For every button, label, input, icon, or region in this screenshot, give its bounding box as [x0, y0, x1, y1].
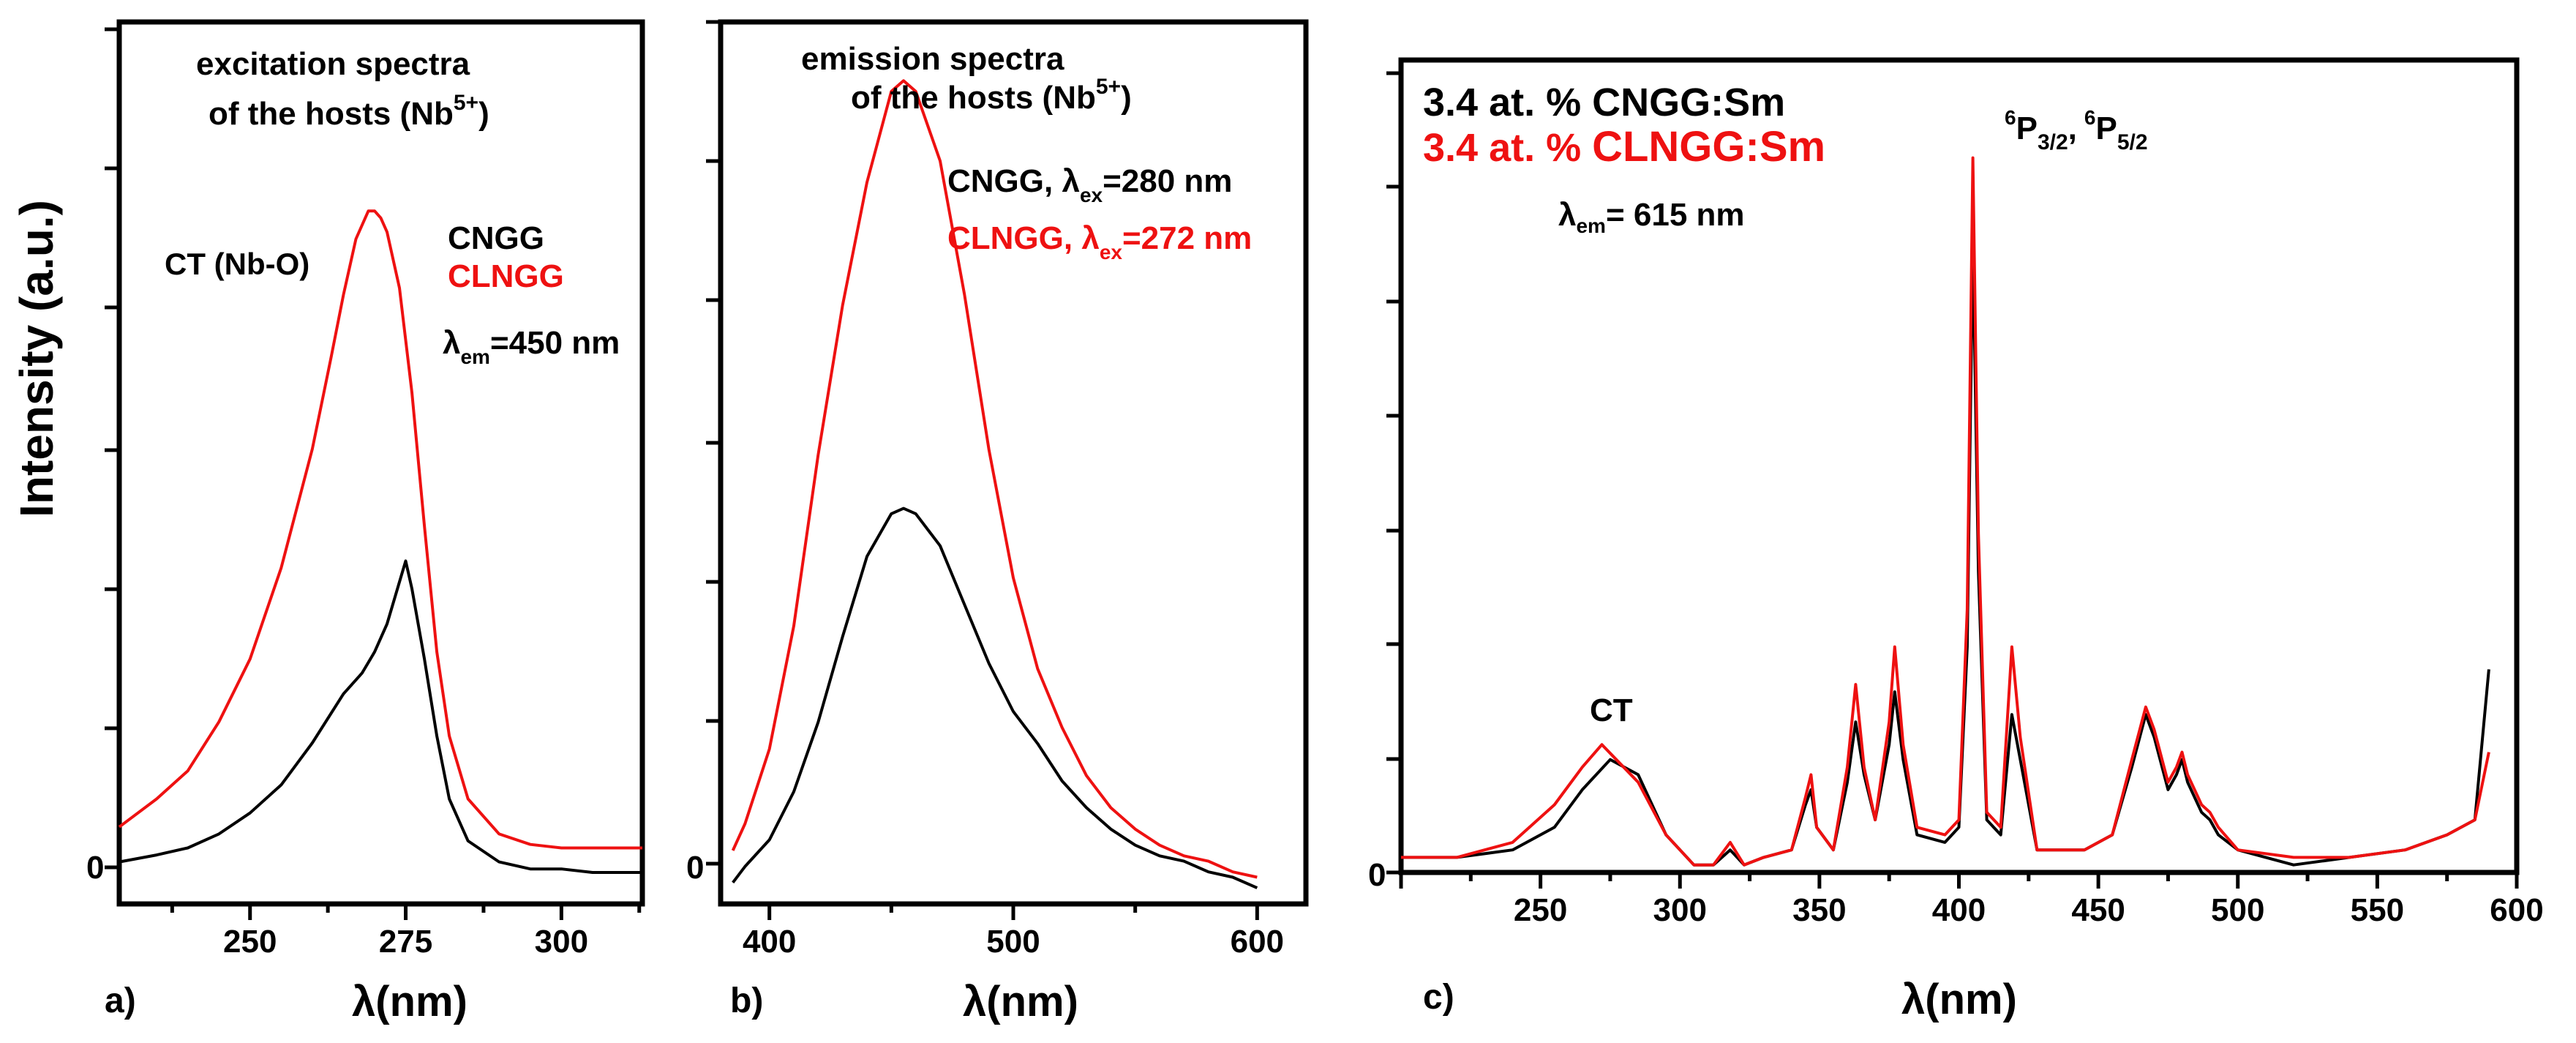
panel-c-series-red [1401, 156, 2490, 867]
panel-c-x-tick-label: 300 [1653, 892, 1707, 928]
panel-b-frame [718, 19, 1309, 907]
panel-c-series-black [1401, 239, 2490, 867]
panel-b-legend-cngg: CNGG, λex=280 nm [947, 163, 1232, 206]
panel-a-lambda-em: λem=450 nm [443, 325, 620, 368]
panel-a-annotation-ct: CT (Nb-O) [165, 247, 309, 281]
panel-a-legend-clngg: CLNGG [448, 258, 564, 294]
panel-c-legend-cngg: 3.4 at. % CNGG:Sm [1423, 81, 1785, 124]
panel-b-title-1: emission spectra [801, 41, 1064, 77]
panel-b-title-2: of the hosts (Nb5+) [851, 75, 1132, 116]
panel-c: 250 300 350 400 450 500 550 600 0 3.4 at. % CNG… [1368, 57, 2544, 1023]
panel-c-x-tick-label: 500 [2211, 892, 2264, 928]
y-axis-label: Intensity (a.u.) [10, 200, 63, 517]
panel-a-title-2: of the hosts (Nb5+) [209, 91, 489, 132]
panel-a-series-red [118, 209, 642, 850]
panel-b-x-tick-label: 600 [1231, 924, 1284, 960]
panel-c-y-zero: 0 [1368, 857, 1386, 893]
panel-c-x-tick-label: 250 [1514, 892, 1567, 928]
panel-a-x-tick-label: 300 [535, 924, 588, 960]
panel-c-legend-clngg: 3.4 at. % CLNGG:Sm [1423, 123, 1825, 171]
panel-a-title-1: excitation spectra [196, 46, 470, 82]
panel-b-x-tick-label: 400 [743, 924, 796, 960]
panel-b-x-tick-labels: 400 500 600 [743, 924, 1284, 960]
panel-a-series-black [119, 559, 642, 874]
panel-c-curves [1401, 156, 2490, 867]
panel-c-frame [1398, 57, 2520, 875]
panel-c-peak-label: 6P3/2, 6P5/2 [2005, 106, 2148, 154]
panel-b-label: b) [730, 982, 763, 1020]
panel-c-xlabel: λ(nm) [1901, 976, 2017, 1023]
panel-b-ticks [706, 20, 1259, 920]
panel-a-legend-cngg: CNGG [448, 220, 544, 256]
panel-b-xlabel: λ(nm) [963, 978, 1078, 1025]
panel-a-y-zero: 0 [86, 850, 104, 886]
panel-c-x-tick-label: 450 [2071, 892, 2125, 928]
panel-b-y-zero: 0 [686, 850, 704, 886]
panel-c-ticks [1386, 71, 2519, 889]
panel-c-x-tick-label: 550 [2351, 892, 2404, 928]
panel-a-label: a) [105, 982, 136, 1020]
panel-a-curves [118, 209, 642, 874]
panel-c-x-tick-label: 350 [1792, 892, 1846, 928]
panel-b: 400 500 600 0 emission spectra of the host… [686, 19, 1309, 1025]
panel-c-lambda-em: λem= 615 nm [1558, 197, 1745, 237]
panel-a-x-tick-label: 250 [223, 924, 277, 960]
panel-c-x-tick-label: 600 [2490, 892, 2543, 928]
panel-a-xlabel: λ(nm) [352, 978, 467, 1025]
panel-b-series-black [732, 506, 1258, 889]
panel-b-curves [731, 79, 1258, 889]
panel-b-legend-clngg: CLNGG, λex=272 nm [947, 220, 1252, 263]
panel-c-annotation-ct: CT [1590, 692, 1633, 728]
panel-a-ticks [105, 27, 642, 920]
panel-a-x-tick-label: 275 [379, 924, 432, 960]
panel-b-series-red [731, 79, 1258, 879]
panel-a: 250 275 300 0 excitation spectra of the ho… [86, 19, 645, 1025]
panel-a-frame [116, 19, 645, 907]
panel-b-x-tick-label: 500 [986, 924, 1040, 960]
panel-a-x-tick-labels: 250 275 300 [223, 924, 588, 960]
panel-c-x-tick-label: 400 [1932, 892, 1986, 928]
panel-c-label: c) [1423, 978, 1454, 1017]
panel-c-x-tick-labels: 250 300 350 400 450 500 550 600 [1514, 892, 2544, 928]
